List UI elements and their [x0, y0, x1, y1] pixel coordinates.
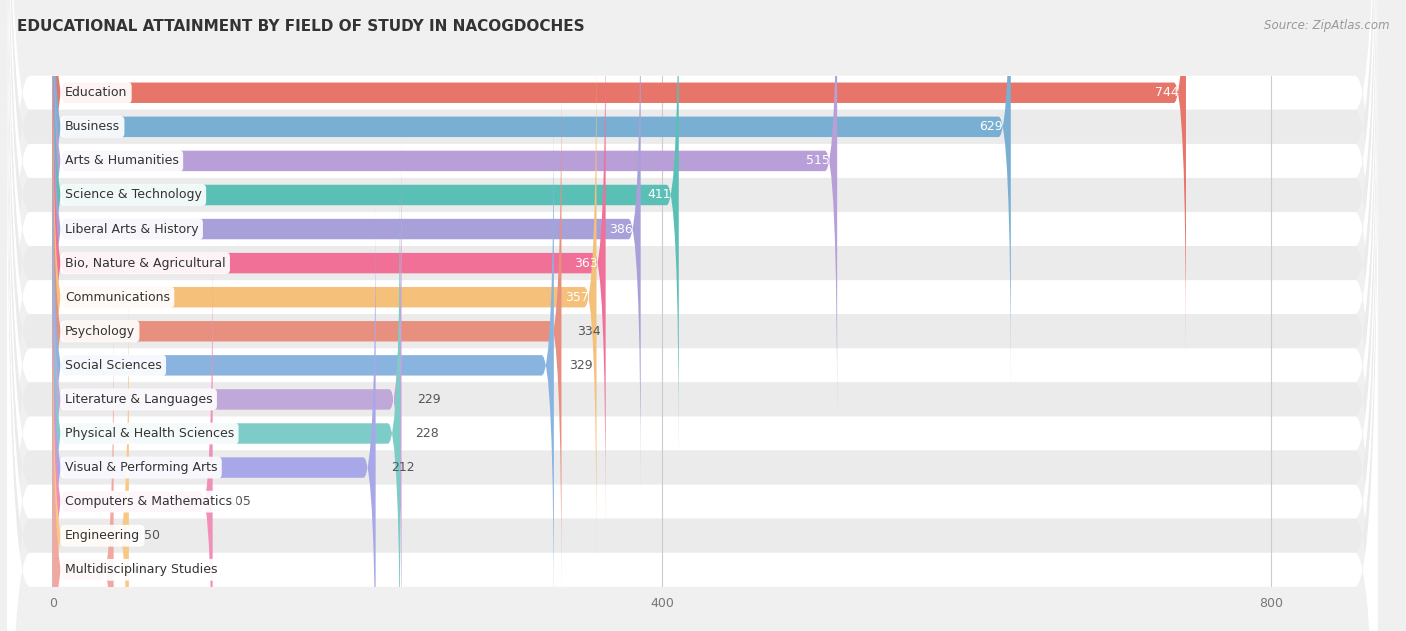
Text: Liberal Arts & History: Liberal Arts & History [65, 223, 198, 235]
FancyBboxPatch shape [53, 205, 375, 631]
Text: Literature & Languages: Literature & Languages [65, 393, 212, 406]
Text: Education: Education [65, 86, 128, 99]
FancyBboxPatch shape [53, 0, 837, 423]
Text: 228: 228 [415, 427, 439, 440]
Text: Visual & Performing Arts: Visual & Performing Arts [65, 461, 218, 474]
FancyBboxPatch shape [53, 239, 212, 631]
FancyBboxPatch shape [53, 0, 679, 457]
Text: Source: ZipAtlas.com: Source: ZipAtlas.com [1264, 19, 1389, 32]
Text: EDUCATIONAL ATTAINMENT BY FIELD OF STUDY IN NACOGDOCHES: EDUCATIONAL ATTAINMENT BY FIELD OF STUDY… [17, 19, 585, 34]
Text: Arts & Humanities: Arts & Humanities [65, 155, 179, 167]
Text: 50: 50 [143, 529, 160, 542]
Text: Psychology: Psychology [65, 325, 135, 338]
FancyBboxPatch shape [53, 0, 1011, 389]
Text: 329: 329 [569, 359, 593, 372]
Text: Physical & Health Sciences: Physical & Health Sciences [65, 427, 235, 440]
Text: Social Sciences: Social Sciences [65, 359, 162, 372]
FancyBboxPatch shape [7, 0, 1378, 587]
FancyBboxPatch shape [7, 0, 1378, 621]
FancyBboxPatch shape [7, 0, 1378, 631]
FancyBboxPatch shape [7, 0, 1378, 631]
FancyBboxPatch shape [7, 0, 1378, 631]
FancyBboxPatch shape [53, 0, 1185, 355]
Text: 744: 744 [1154, 86, 1178, 99]
Text: Computers & Mathematics: Computers & Mathematics [65, 495, 232, 508]
Text: 334: 334 [576, 325, 600, 338]
Text: 363: 363 [575, 257, 598, 269]
Text: 411: 411 [648, 189, 671, 201]
FancyBboxPatch shape [53, 171, 399, 631]
FancyBboxPatch shape [7, 0, 1378, 631]
Text: 212: 212 [391, 461, 415, 474]
FancyBboxPatch shape [7, 0, 1378, 631]
FancyBboxPatch shape [7, 0, 1378, 631]
Text: Science & Technology: Science & Technology [65, 189, 202, 201]
FancyBboxPatch shape [53, 0, 641, 492]
FancyBboxPatch shape [7, 42, 1378, 631]
Text: Business: Business [65, 121, 120, 133]
FancyBboxPatch shape [7, 76, 1378, 631]
FancyBboxPatch shape [7, 0, 1378, 631]
Text: Communications: Communications [65, 291, 170, 304]
FancyBboxPatch shape [7, 0, 1378, 631]
FancyBboxPatch shape [53, 103, 554, 628]
FancyBboxPatch shape [53, 273, 129, 631]
Text: 229: 229 [416, 393, 440, 406]
Text: 357: 357 [565, 291, 589, 304]
Text: Engineering: Engineering [65, 529, 141, 542]
Text: 105: 105 [228, 495, 252, 508]
Text: 386: 386 [609, 223, 633, 235]
FancyBboxPatch shape [7, 0, 1378, 631]
FancyBboxPatch shape [53, 1, 606, 526]
FancyBboxPatch shape [53, 307, 114, 631]
Text: 515: 515 [806, 155, 830, 167]
FancyBboxPatch shape [7, 8, 1378, 631]
Text: Multidisciplinary Studies: Multidisciplinary Studies [65, 563, 218, 576]
Text: 629: 629 [980, 121, 1004, 133]
Text: 40: 40 [129, 563, 145, 576]
Text: Bio, Nature & Agricultural: Bio, Nature & Agricultural [65, 257, 225, 269]
FancyBboxPatch shape [53, 35, 596, 560]
FancyBboxPatch shape [53, 69, 561, 594]
FancyBboxPatch shape [53, 137, 402, 631]
FancyBboxPatch shape [7, 0, 1378, 631]
